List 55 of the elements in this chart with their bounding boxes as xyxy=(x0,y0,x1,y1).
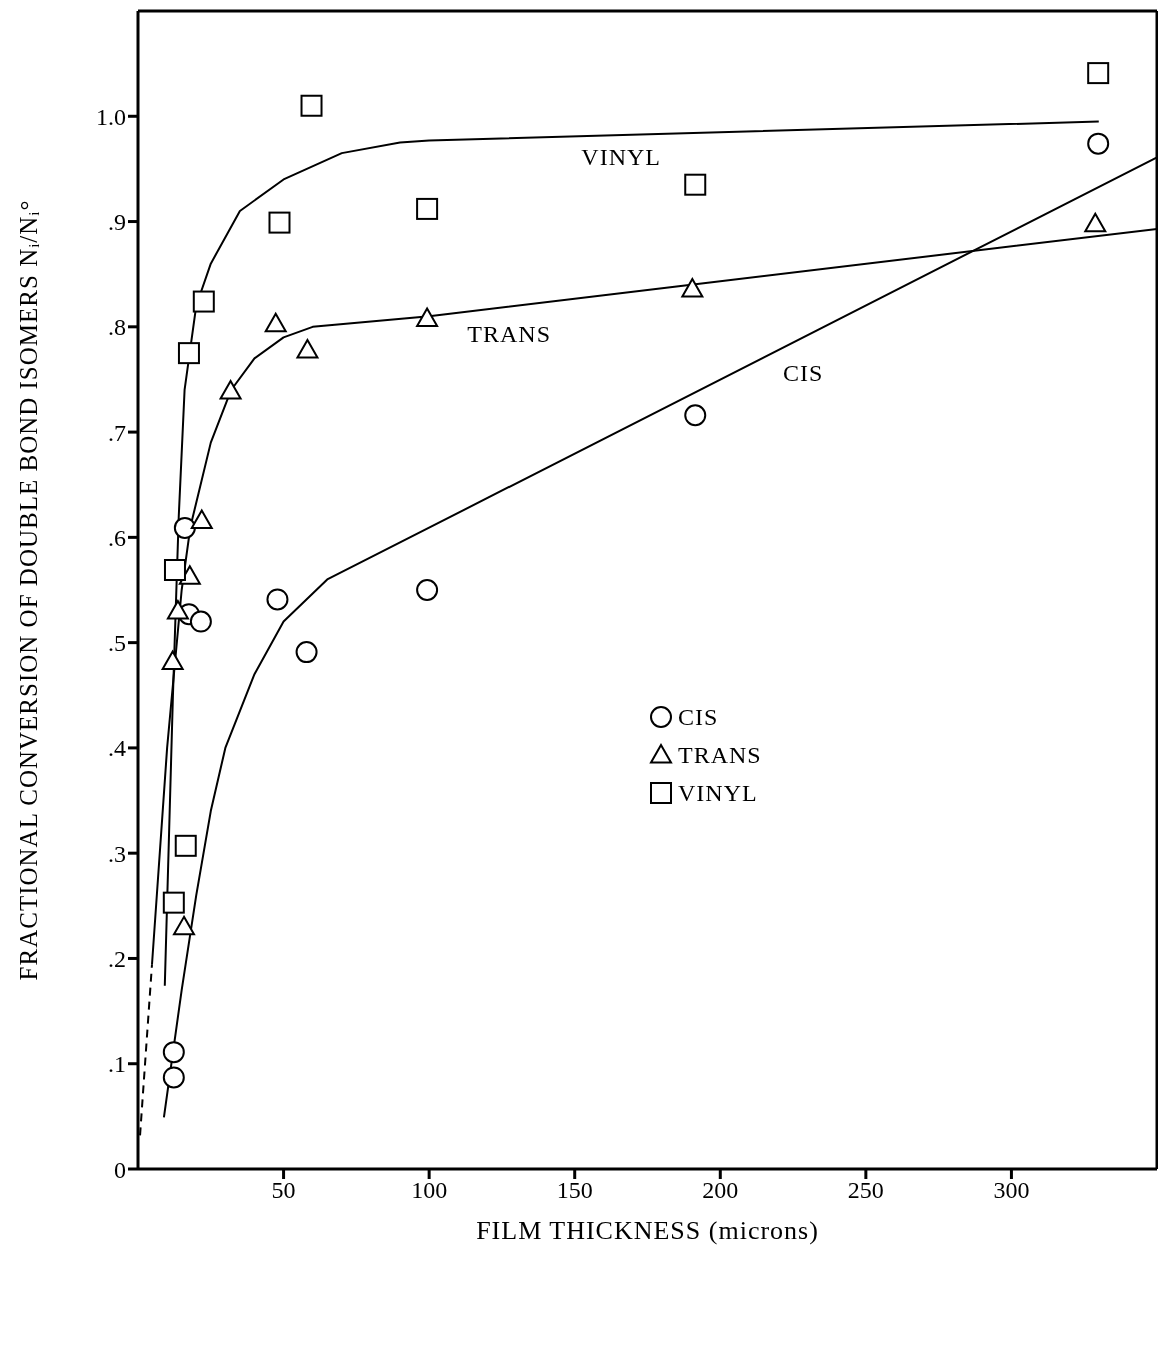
point xyxy=(300,94,323,117)
point xyxy=(684,173,707,196)
point xyxy=(162,1041,185,1064)
point xyxy=(189,610,212,633)
point xyxy=(177,342,200,365)
point xyxy=(1087,62,1110,85)
y-tick-label: .2 xyxy=(108,945,126,972)
point xyxy=(684,404,707,427)
y-axis-title: FRACTIONAL CONVERSION OF DOUBLE BOND ISOMERS Nᵢ/Nᵢ° xyxy=(14,199,42,981)
series-label: CIS xyxy=(783,360,824,387)
point xyxy=(162,891,185,914)
x-tick-label: 150 xyxy=(556,1177,593,1204)
point xyxy=(163,559,186,581)
point xyxy=(178,565,201,585)
point xyxy=(174,834,197,857)
x-tick-label: 250 xyxy=(847,1177,884,1204)
x-tick-label: 100 xyxy=(411,1177,448,1204)
point xyxy=(190,509,213,530)
point xyxy=(219,380,242,400)
legend-label: VINYL xyxy=(678,779,758,807)
point xyxy=(266,588,289,611)
x-tick-label: 200 xyxy=(702,1177,739,1204)
y-tick-label: 0 xyxy=(114,1156,126,1183)
y-tick-label: .8 xyxy=(108,314,126,341)
point xyxy=(295,641,318,664)
point xyxy=(296,338,319,359)
point xyxy=(264,312,287,333)
legend-label: CIS xyxy=(678,703,719,731)
y-tick-label: .1 xyxy=(108,1051,126,1078)
y-tick-label: 1.0 xyxy=(96,103,126,130)
point xyxy=(416,307,439,327)
y-tick-label: .9 xyxy=(108,209,126,236)
point xyxy=(192,290,215,313)
point xyxy=(416,579,439,601)
series-label: TRANS xyxy=(467,321,551,348)
point xyxy=(681,277,704,298)
y-tick-label: .4 xyxy=(108,735,126,762)
y-tick-label: .6 xyxy=(108,524,126,551)
point xyxy=(162,1066,185,1089)
x-tick-label: 300 xyxy=(993,1177,1030,1204)
y-tick-label: .5 xyxy=(108,630,126,657)
point xyxy=(173,516,196,539)
point xyxy=(1084,212,1107,233)
x-tick-label: 50 xyxy=(271,1177,296,1204)
point xyxy=(1087,132,1110,155)
point xyxy=(173,915,195,936)
series-label: VINYL xyxy=(581,144,661,171)
point xyxy=(416,197,439,220)
x-axis-title: FILM THICKNESS (microns) xyxy=(476,1216,819,1245)
point xyxy=(161,650,184,671)
y-tick-label: .3 xyxy=(108,840,126,867)
legend-label: TRANS xyxy=(678,741,762,769)
point xyxy=(166,600,189,620)
point xyxy=(268,211,291,234)
y-tick-label: .7 xyxy=(108,419,126,446)
